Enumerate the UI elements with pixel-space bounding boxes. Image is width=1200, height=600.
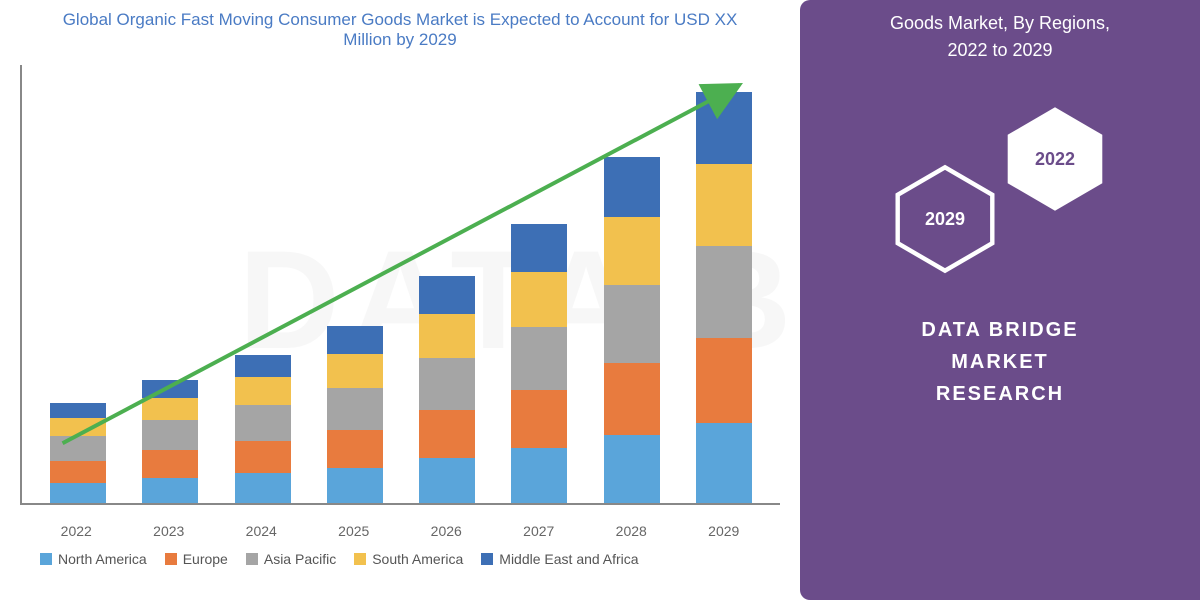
bar-segment: [50, 483, 106, 503]
bar-segment: [235, 441, 291, 473]
legend-item: South America: [354, 551, 463, 567]
hexagon-label: 2022: [1035, 149, 1075, 170]
legend-label: Asia Pacific: [264, 551, 336, 567]
chart-plot-area: [20, 65, 780, 505]
info-title: Goods Market, By Regions, 2022 to 2029: [890, 10, 1110, 64]
bar-segment: [142, 398, 198, 420]
legend-item: Asia Pacific: [246, 551, 336, 567]
legend-item: North America: [40, 551, 147, 567]
bar-segment: [696, 246, 752, 338]
bar-segment: [696, 338, 752, 423]
hexagon-label: 2029: [925, 209, 965, 230]
bar-group: [604, 65, 660, 503]
legend-swatch: [165, 553, 177, 565]
bar-group: [327, 65, 383, 503]
bar-segment: [327, 388, 383, 430]
info-title-line: Goods Market, By Regions,: [890, 10, 1110, 37]
legend-swatch: [354, 553, 366, 565]
bar-segment: [696, 423, 752, 503]
hexagon-graphic: 2022 2029: [890, 94, 1110, 274]
x-axis-label: 2027: [511, 523, 567, 539]
brand-line: DATA BRIDGE: [921, 314, 1078, 346]
x-axis-label: 2025: [326, 523, 382, 539]
bar-segment: [511, 224, 567, 272]
legend-swatch: [40, 553, 52, 565]
bar-segment: [142, 478, 198, 503]
bar-segment: [604, 435, 660, 503]
bar-group: [696, 65, 752, 503]
legend-label: Middle East and Africa: [499, 551, 638, 567]
bar-segment: [142, 450, 198, 478]
x-axis-label: 2022: [48, 523, 104, 539]
bar-segment: [419, 458, 475, 503]
x-axis-label: 2028: [603, 523, 659, 539]
bar-segment: [511, 272, 567, 327]
bar-segment: [419, 276, 475, 314]
bar-group: [511, 65, 567, 503]
bar-segment: [327, 468, 383, 503]
bars-container: [22, 65, 780, 503]
bar-segment: [235, 377, 291, 405]
bar-segment: [511, 327, 567, 390]
bar-segment: [696, 164, 752, 246]
bar-segment: [511, 448, 567, 503]
bar-segment: [327, 326, 383, 354]
bar-segment: [696, 92, 752, 164]
bar-segment: [50, 403, 106, 418]
info-panel: Goods Market, By Regions, 2022 to 2029 2…: [800, 0, 1200, 600]
bar-segment: [142, 380, 198, 398]
brand-text: DATA BRIDGE MARKET RESEARCH: [921, 314, 1078, 410]
bar-segment: [604, 363, 660, 435]
bar-segment: [327, 354, 383, 388]
bar-group: [419, 65, 475, 503]
bar-segment: [419, 358, 475, 410]
chart-panel: Global Organic Fast Moving Consumer Good…: [0, 0, 800, 600]
legend-item: Europe: [165, 551, 228, 567]
x-axis-labels: 2022 2023 2024 2025 2026 2027 2028 2029: [20, 515, 780, 539]
legend-label: South America: [372, 551, 463, 567]
legend-swatch: [246, 553, 258, 565]
bar-segment: [50, 436, 106, 461]
legend-swatch: [481, 553, 493, 565]
hexagon-2029: 2029: [890, 164, 1000, 274]
x-axis-label: 2026: [418, 523, 474, 539]
x-axis-label: 2024: [233, 523, 289, 539]
bar-segment: [50, 461, 106, 483]
chart-legend: North America Europe Asia Pacific South Ame…: [20, 539, 780, 567]
legend-label: North America: [58, 551, 147, 567]
bar-segment: [419, 410, 475, 458]
hexagon-2022: 2022: [1000, 104, 1110, 214]
info-title-line: 2022 to 2029: [890, 37, 1110, 64]
bar-group: [235, 65, 291, 503]
bar-segment: [235, 355, 291, 377]
main-container: Global Organic Fast Moving Consumer Good…: [0, 0, 1200, 600]
legend-label: Europe: [183, 551, 228, 567]
bar-segment: [142, 420, 198, 450]
bar-segment: [327, 430, 383, 468]
x-axis-label: 2029: [696, 523, 752, 539]
bar-segment: [235, 473, 291, 503]
bar-segment: [50, 418, 106, 436]
bar-segment: [511, 390, 567, 448]
brand-line: MARKET: [921, 346, 1078, 378]
bar-segment: [235, 405, 291, 441]
bar-segment: [419, 314, 475, 358]
bar-segment: [604, 157, 660, 217]
chart-title: Global Organic Fast Moving Consumer Good…: [20, 10, 780, 50]
brand-line: RESEARCH: [921, 378, 1078, 410]
bar-segment: [604, 285, 660, 363]
bar-segment: [604, 217, 660, 285]
legend-item: Middle East and Africa: [481, 551, 638, 567]
x-axis-label: 2023: [141, 523, 197, 539]
bar-group: [142, 65, 198, 503]
bar-group: [50, 65, 106, 503]
